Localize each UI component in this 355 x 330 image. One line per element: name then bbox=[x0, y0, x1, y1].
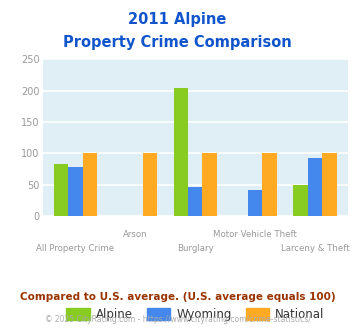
Text: © 2025 CityRating.com - https://www.cityrating.com/crime-statistics/: © 2025 CityRating.com - https://www.city… bbox=[45, 315, 310, 324]
Bar bbox=[174, 88, 188, 216]
Bar bbox=[69, 167, 83, 216]
Text: Burglary: Burglary bbox=[177, 244, 214, 253]
Bar bbox=[308, 158, 322, 216]
Text: 2011 Alpine: 2011 Alpine bbox=[128, 12, 227, 26]
Text: Motor Vehicle Theft: Motor Vehicle Theft bbox=[213, 230, 297, 239]
Bar bbox=[143, 153, 157, 216]
Legend: Alpine, Wyoming, National: Alpine, Wyoming, National bbox=[61, 304, 329, 326]
Text: Property Crime Comparison: Property Crime Comparison bbox=[63, 35, 292, 50]
Bar bbox=[248, 190, 262, 216]
Bar bbox=[188, 187, 202, 216]
Bar bbox=[322, 153, 337, 216]
Text: Compared to U.S. average. (U.S. average equals 100): Compared to U.S. average. (U.S. average … bbox=[20, 292, 335, 302]
Bar bbox=[83, 153, 97, 216]
Bar bbox=[294, 185, 308, 216]
Text: All Property Crime: All Property Crime bbox=[37, 244, 115, 253]
Bar bbox=[262, 153, 277, 216]
Bar bbox=[202, 153, 217, 216]
Bar bbox=[54, 164, 69, 216]
Text: Larceny & Theft: Larceny & Theft bbox=[281, 244, 349, 253]
Text: Arson: Arson bbox=[123, 230, 148, 239]
